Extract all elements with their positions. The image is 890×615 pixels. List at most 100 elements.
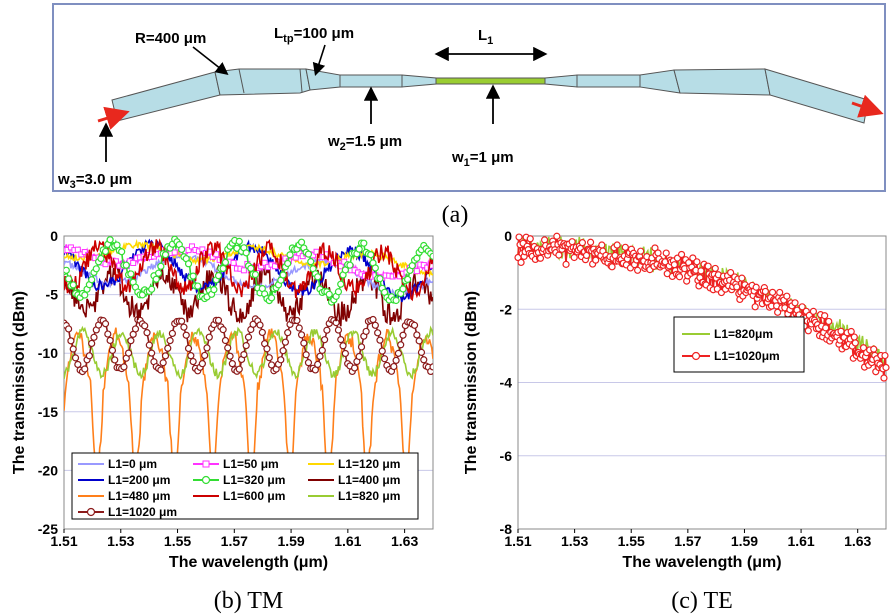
y-tick-label: -25 [38,521,58,537]
data-point [555,251,563,259]
data-point [850,333,858,341]
data-point [102,261,109,268]
data-point [88,339,96,348]
data-point [376,275,384,283]
data-point [738,274,746,282]
data-point [224,344,232,352]
data-point [157,366,165,374]
x-tick-label: 1.57 [674,533,701,549]
x-tick-label: 1.59 [731,533,758,549]
data-point [568,238,576,246]
data-point [180,323,188,331]
data-point [662,249,670,257]
y-axis-label: The transmission (dBm) [463,291,480,474]
y-tick-label: -2 [500,301,513,317]
data-point [221,336,230,345]
legend-label: L1=0 μm [108,457,157,471]
y-tick-label: -15 [38,404,58,420]
y-tick-label: -10 [38,345,58,361]
data-point [184,260,193,268]
waveguide-bend-left [111,71,221,122]
label-w1: w1=1 μm [451,149,514,169]
data-point [821,312,829,320]
data-point [124,349,133,357]
x-axis-label: The wavelength (μm) [622,554,781,571]
Ltp-pointer [312,44,326,77]
data-point [670,261,679,269]
data-point [279,347,287,355]
plot-frame [517,235,887,530]
data-point [210,286,218,294]
data-point [69,281,77,289]
data-point [265,354,273,362]
data-point [369,315,377,324]
y-tick-label: 0 [504,228,512,244]
legend-label: L1=820 μm [338,489,400,503]
data-point [413,268,420,275]
data-point [178,317,186,325]
data-point [106,336,114,345]
data-point [168,329,176,338]
data-point [228,360,236,368]
data-point [214,316,223,324]
data-point [334,326,343,334]
data-point [536,254,545,262]
data-point [881,351,889,360]
data-point [318,346,326,354]
data-point [339,342,347,350]
data-point [127,337,135,345]
data-point [297,238,306,246]
data-point [106,236,114,244]
data-point [295,324,303,332]
data-point [118,248,126,256]
data-point [417,348,426,356]
legend: L1=0 μm L1=50 μm L1=120 μm L1=200 μm L1=320 … [71,452,419,520]
data-point [360,239,368,247]
legend-marker [201,475,211,485]
data-point [704,262,712,270]
data-point [247,264,255,272]
legend-label: L1=480 μm [108,489,170,503]
x-tick-label: 1.53 [561,533,588,549]
data-point [256,321,264,329]
data-point [145,341,153,349]
data-point [157,262,165,270]
data-point [697,267,705,275]
data-point [613,241,621,249]
data-point [307,258,315,266]
data-point [870,345,878,353]
data-point [392,296,400,305]
data-point [570,253,578,262]
data-point [184,344,193,353]
data-point [798,303,806,311]
x-tick-label: 1.63 [391,533,418,549]
waveguide-w2-left [339,74,403,88]
waveguide-center-w1 [435,77,546,85]
data-point [67,337,75,345]
x-tick-label: 1.61 [334,533,361,549]
waveguide-taper-in [401,74,437,88]
label-w2: w2=1.5 μm [327,133,402,153]
data-point [65,275,73,283]
data-point [397,341,405,349]
data-point [219,326,227,334]
data-point [727,268,735,277]
chart-tm: 0 -5 -10 -15 -20 -251.51 1.53 1.55 1.57 1.59 1.61 1… [11,228,434,614]
data-point [637,247,645,255]
x-axis-label: The wavelength (μm) [169,554,328,571]
caption-a: (a) [442,202,469,228]
data-point [562,260,570,268]
data-point [413,331,421,339]
data-point [199,246,206,253]
data-point [355,352,363,361]
data-point [323,326,331,334]
x-tick-label: 1.63 [844,533,871,549]
data-point [69,345,77,353]
data-point [880,374,888,382]
legend-label: L1=50 μm [223,457,279,471]
data-point [783,292,791,300]
data-point [219,264,227,273]
panel-a-frame [52,3,886,192]
data-point [429,252,433,260]
